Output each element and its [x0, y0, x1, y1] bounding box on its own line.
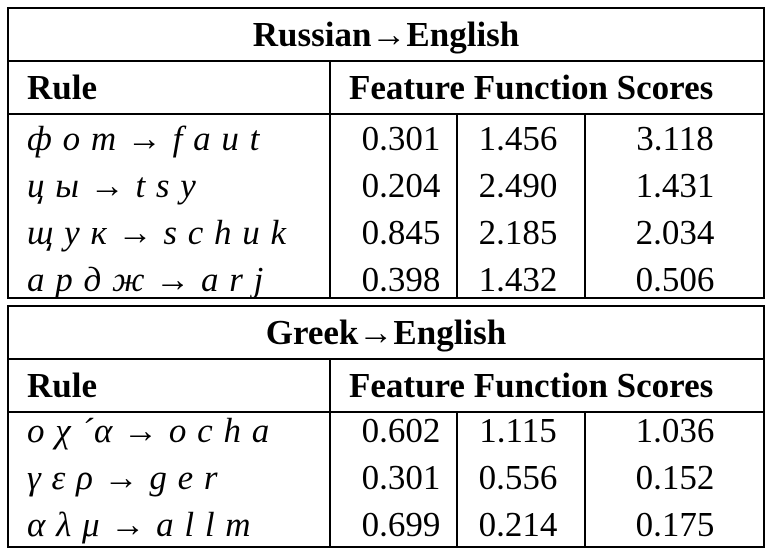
table-header-row: Rule Feature Function Scores — [9, 360, 763, 413]
table-row: α λ μ → a l l m 0.699 0.214 0.175 — [9, 501, 763, 548]
table-row: а р д ж → a r j 0.398 1.432 0.506 — [9, 256, 763, 303]
score-cell: 0.204 — [361, 166, 441, 205]
score-cell: 0.602 — [361, 411, 441, 450]
greek-english-table: Greek→English Rule Feature Function Scor… — [7, 305, 765, 548]
table-header-row: Rule Feature Function Scores — [9, 62, 763, 115]
score-cell: 1.036 — [635, 411, 715, 450]
rule-cell: α λ μ → a l l m — [27, 505, 252, 544]
rule-column-divider — [329, 62, 331, 297]
score-cell: 0.152 — [635, 458, 715, 497]
score-cell: 0.301 — [361, 458, 441, 497]
score-cell: 2.490 — [478, 166, 558, 205]
rule-cell: γ ε ρ → g e r — [27, 458, 219, 497]
score-cell: 1.431 — [635, 166, 715, 205]
score-cell: 1.115 — [479, 411, 557, 450]
scores-column-header: Feature Function Scores — [349, 366, 714, 405]
score-cell: 1.456 — [478, 119, 558, 158]
rule-cell: ц ы → t s y — [27, 166, 197, 205]
score-cell: 0.301 — [361, 119, 441, 158]
score-cell: 0.556 — [478, 458, 558, 497]
score-cell: 3.118 — [636, 119, 714, 158]
rule-cell: а р д ж → a r j — [27, 260, 265, 299]
score-cell: 0.845 — [361, 213, 441, 252]
russian-english-table: Russian→English Rule Feature Function Sc… — [7, 7, 765, 299]
score-cell: 1.432 — [478, 260, 558, 299]
scores-column-header: Feature Function Scores — [349, 68, 714, 107]
score-cell: 0.214 — [478, 505, 558, 544]
score-cell: 2.034 — [635, 213, 715, 252]
score-divider-1 — [456, 115, 458, 297]
table-row: ο χ ´α → o c h a 0.602 1.115 1.036 — [9, 407, 763, 454]
table-title: Russian→English — [9, 9, 763, 62]
score-divider-2 — [584, 115, 586, 297]
table-row: ц ы → t s y 0.204 2.490 1.431 — [9, 162, 763, 209]
table-row: ф о т → f a u t 0.301 1.456 3.118 — [9, 115, 763, 162]
rule-column-divider — [329, 360, 331, 546]
score-divider-2 — [584, 413, 586, 546]
table-title: Greek→English — [9, 307, 763, 360]
score-cell: 0.398 — [361, 260, 441, 299]
rule-cell: щ у к → s c h u k — [27, 213, 288, 252]
score-cell: 2.185 — [478, 213, 558, 252]
score-divider-1 — [456, 413, 458, 546]
rule-cell: ο χ ´α → o c h a — [27, 411, 271, 450]
rule-column-header: Rule — [27, 366, 97, 405]
score-cell: 0.699 — [361, 505, 441, 544]
score-cell: 0.175 — [635, 505, 715, 544]
table-row: щ у к → s c h u k 0.845 2.185 2.034 — [9, 209, 763, 256]
rule-column-header: Rule — [27, 68, 97, 107]
score-cell: 0.506 — [635, 260, 715, 299]
rule-cell: ф о т → f a u t — [27, 119, 261, 158]
table-row: γ ε ρ → g e r 0.301 0.556 0.152 — [9, 454, 763, 501]
